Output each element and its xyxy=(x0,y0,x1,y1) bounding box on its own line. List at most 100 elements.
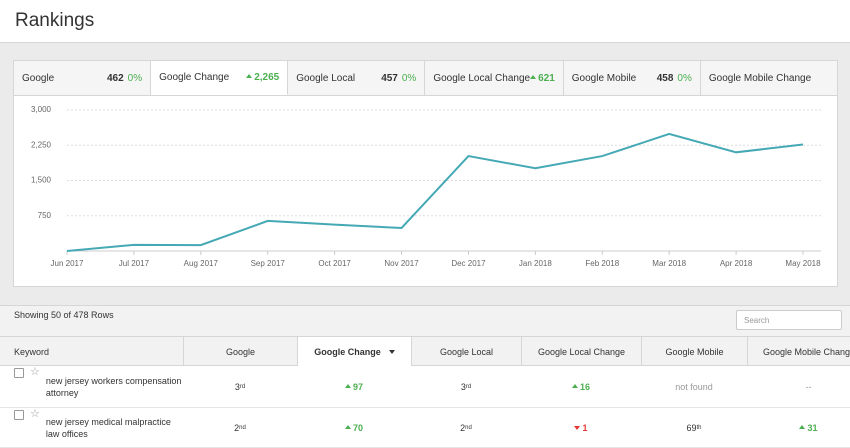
tab-change: 0% xyxy=(127,72,143,84)
column-header[interactable]: Google Mobile xyxy=(641,337,747,366)
keyword: new jersey workers compensation attorney xyxy=(45,375,182,398)
tab-value: 462 xyxy=(106,72,124,84)
column-header[interactable]: Google xyxy=(183,337,297,366)
tab-name: Google Mobile Change xyxy=(708,72,812,84)
table-header: Keyword Google Google Change Google Local Go… xyxy=(0,336,850,366)
column-header[interactable]: Google Mobile Change xyxy=(747,337,850,366)
x-tick-label: Nov 2017 xyxy=(384,259,419,268)
column-title: Google xyxy=(225,346,256,357)
column-title: Keyword xyxy=(14,346,50,357)
tab-name: Google Local Change xyxy=(433,72,531,84)
keyword: new jersey medical malpractice law offic… xyxy=(45,416,171,439)
y-tick-label: 2,250 xyxy=(31,140,52,149)
tab-bar: Google 462 0% Google Change 2,265 Google Loca… xyxy=(13,60,838,96)
x-tick-label: Jun 2017 xyxy=(51,259,84,268)
data-line xyxy=(66,132,804,252)
table-cell: 97 xyxy=(297,366,411,407)
star-icon[interactable]: ☆ xyxy=(30,408,40,420)
table-cell: 16 xyxy=(521,366,641,407)
checkbox[interactable] xyxy=(14,410,24,420)
x-tick-label: Oct 2017 xyxy=(318,259,351,268)
column-header[interactable]: Google Change xyxy=(297,337,411,366)
x-tick-label: Mar 2018 xyxy=(652,259,686,268)
keyword-cell: ☆ new jersey workers compensation attorne… xyxy=(0,366,183,407)
change-value: 70 xyxy=(345,423,363,433)
table-cell: not found xyxy=(641,366,747,407)
rank-suffix: nd xyxy=(239,424,246,431)
change-value: 31 xyxy=(799,423,817,433)
cell-text: not found xyxy=(675,381,713,392)
tab-name: Google Local xyxy=(296,72,356,84)
tab[interactable]: Google Mobile 458 0% xyxy=(564,61,701,95)
x-tick-label: Jul 2017 xyxy=(119,259,150,268)
rank: 69 xyxy=(686,422,697,433)
column-title: Google Local xyxy=(439,346,494,357)
cell-text: -- xyxy=(805,381,812,392)
rank-suffix: nd xyxy=(465,424,472,431)
tab[interactable]: Google 462 0% xyxy=(14,61,152,95)
tab-name: Google xyxy=(22,72,55,84)
column-title: Google Mobile Change xyxy=(762,346,850,357)
x-tick-label: Jan 2018 xyxy=(519,259,552,268)
tab-change-value: 621 xyxy=(530,73,555,84)
table-row: ☆ new jersey medical malpractice law offi… xyxy=(0,408,850,448)
table-cell: 1 xyxy=(521,408,641,447)
change-value: 97 xyxy=(345,382,363,392)
table-cell: 70 xyxy=(297,408,411,447)
header: Rankings xyxy=(0,0,850,43)
x-tick-label: May 2018 xyxy=(785,259,821,268)
row-count: Showing 50 of 478 Rows xyxy=(14,310,114,320)
rank: 2 xyxy=(460,422,466,433)
keyword-cell: ☆ new jersey medical malpractice law offi… xyxy=(0,408,183,447)
y-tick-label: 750 xyxy=(38,211,52,220)
tab[interactable]: Google Local Change 621 xyxy=(425,61,564,95)
rank: 3 xyxy=(234,381,240,392)
column-header[interactable]: Google Local xyxy=(411,337,521,366)
tab-change: 0% xyxy=(401,72,417,84)
checkbox[interactable] xyxy=(14,368,24,378)
y-tick-label: 3,000 xyxy=(31,105,52,114)
rank-suffix: th xyxy=(696,424,702,431)
star-icon[interactable]: ☆ xyxy=(30,366,40,378)
y-tick-label: 1,500 xyxy=(31,176,52,185)
rank: 2 xyxy=(234,422,240,433)
x-tick-label: Feb 2018 xyxy=(585,259,619,268)
tab[interactable]: Google Mobile Change xyxy=(701,61,837,95)
table-cell: 31 xyxy=(747,408,850,447)
tab-change-value: 2,265 xyxy=(246,72,279,83)
column-header[interactable]: Keyword xyxy=(0,337,183,366)
page-title: Rankings xyxy=(15,10,95,31)
tab[interactable]: Google Change 2,265 xyxy=(151,61,289,95)
sort-indicator xyxy=(388,349,395,354)
change-value: 16 xyxy=(572,382,590,392)
rank: 3 xyxy=(460,381,466,392)
table-cell: -- xyxy=(747,366,850,407)
tab-name: Google Change xyxy=(159,72,230,83)
tab-value: 458 xyxy=(656,72,674,84)
column-title: Google Change xyxy=(314,346,381,357)
rank-suffix: rd xyxy=(239,383,246,390)
table-row: ☆ new jersey workers compensation attorne… xyxy=(0,366,850,408)
tab-name: Google Mobile xyxy=(571,72,637,84)
tab[interactable]: Google Local 457 0% xyxy=(288,61,426,95)
tab-value: 457 xyxy=(381,72,398,84)
chart: 750 1,500 2,250 3,000 Jun 2017 Jul 2017 Aug 20… xyxy=(31,105,821,268)
search-input[interactable]: Search xyxy=(736,310,842,330)
column-header[interactable]: Google Local Change xyxy=(521,337,641,366)
chart-panel: 750 1,500 2,250 3,000 Jun 2017 Jul 2017 Aug 20… xyxy=(13,96,838,287)
x-tick-label: Apr 2018 xyxy=(720,259,753,268)
column-title: Google Mobile xyxy=(665,346,724,357)
rank-suffix: rd xyxy=(465,383,472,390)
change-value: 1 xyxy=(574,423,587,433)
x-tick-label: Aug 2017 xyxy=(184,259,219,268)
column-title: Google Local Change xyxy=(537,346,626,357)
x-tick-label: Dec 2017 xyxy=(451,259,486,268)
x-tick-label: Sep 2017 xyxy=(251,259,286,268)
tab-change: 0% xyxy=(677,72,692,84)
